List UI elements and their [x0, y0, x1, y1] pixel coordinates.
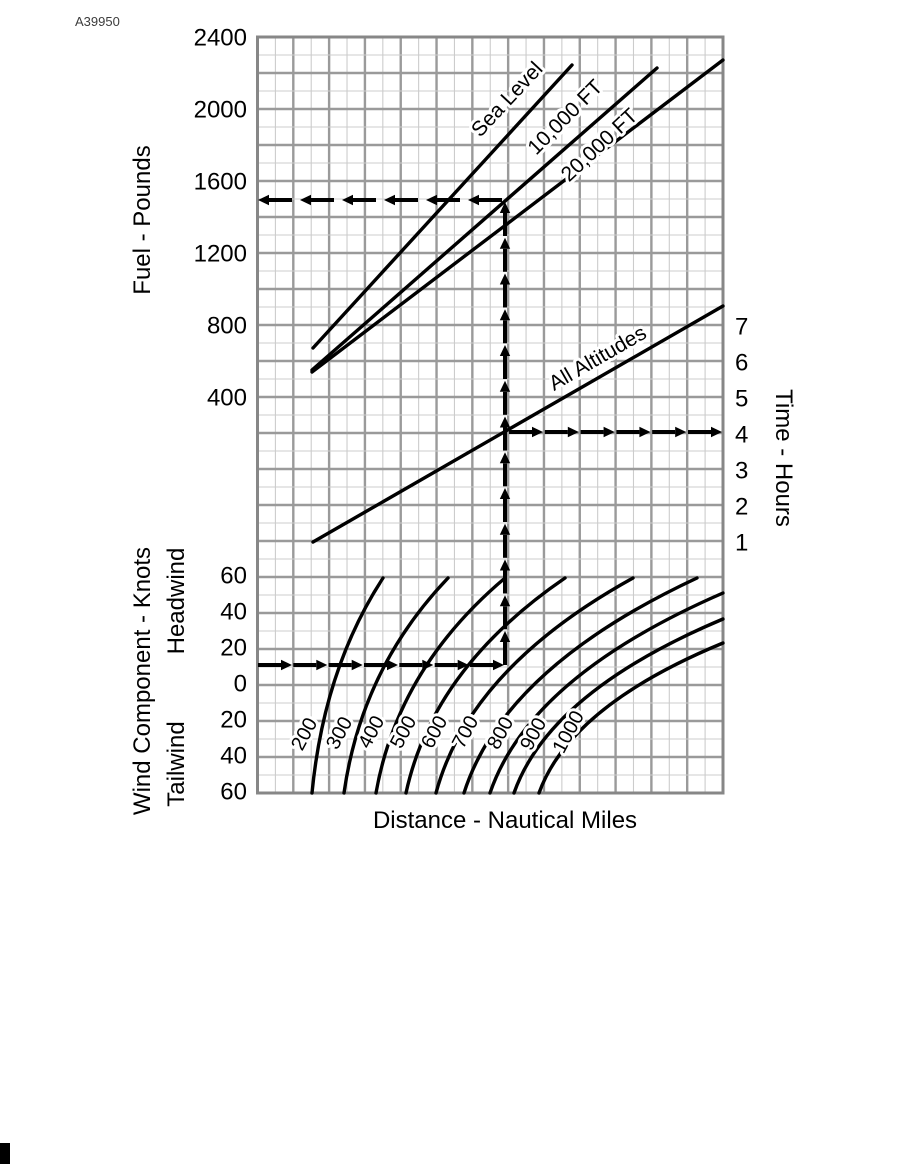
time-tick-7: 7 [735, 314, 748, 341]
distance-curve-400 [374, 576, 507, 795]
fuel-tick-1600: 1600 [194, 169, 247, 196]
distance-curve-600 [434, 576, 635, 795]
distance-curve-300 [342, 576, 450, 795]
wind-entry-arrows [258, 659, 504, 671]
arrowhead-icon [499, 452, 511, 464]
all-altitudes-line [311, 304, 725, 544]
arrowhead-icon [422, 659, 434, 671]
arrowhead-icon [711, 426, 722, 438]
arrowhead-icon [384, 194, 395, 206]
arrowhead-icon [499, 416, 511, 428]
fuel-tick-800: 800 [207, 313, 247, 340]
arrowhead-icon [457, 659, 469, 671]
arrowhead-icon [639, 426, 651, 438]
fuel-axis-title: Fuel - Pounds [129, 145, 156, 294]
distance-curve-label-1000: 1000 [549, 707, 589, 757]
headwind-tick-20: 20 [220, 635, 247, 662]
time-tick-2: 2 [735, 494, 748, 521]
distance-curve-200 [310, 576, 385, 795]
distance-curve-label-600: 600 [417, 712, 452, 752]
sea-level-line [311, 63, 574, 350]
arrowhead-icon [499, 202, 511, 213]
headwind-label: Headwind [163, 548, 190, 655]
tailwind-label: Tailwind [163, 721, 190, 806]
wind-tick-0: 0 [234, 671, 247, 698]
arrowhead-icon [603, 426, 615, 438]
example-path-arrows [258, 194, 722, 671]
chart-series [310, 58, 725, 795]
arrowhead-icon [300, 194, 311, 206]
figure-number: A39950 [75, 14, 120, 29]
fuel-readout-arrows [258, 194, 502, 206]
headwind-tick-60: 60 [220, 563, 247, 590]
arrowhead-icon [499, 523, 511, 535]
page-corner-mark [0, 1143, 10, 1164]
time-tick-4: 4 [735, 422, 748, 449]
arrowhead-icon [387, 659, 398, 671]
20-000-ft-line [310, 58, 725, 374]
arrowhead-icon [499, 237, 511, 249]
arrowhead-icon [675, 426, 687, 438]
tailwind-tick-20: 20 [220, 707, 247, 734]
time-axis-title: Time - Hours [770, 389, 797, 527]
arrowhead-icon [342, 194, 353, 206]
distance-curve-800 [488, 591, 725, 795]
fuel-tick-2000: 2000 [194, 97, 247, 124]
distance-curve-label-400: 400 [354, 712, 389, 752]
time-tick-5: 5 [735, 386, 748, 413]
arrowhead-icon [499, 345, 511, 356]
arrowhead-icon [567, 426, 579, 438]
tailwind-tick-40: 40 [220, 743, 247, 770]
fuel-tick-400: 400 [207, 385, 247, 412]
time-tick-6: 6 [735, 350, 748, 377]
distance-axis-title: Distance - Nautical Miles [373, 807, 637, 834]
arrowhead-icon [499, 309, 511, 321]
distance-curve-1000 [537, 641, 725, 795]
distance-curve-900 [512, 617, 725, 795]
arrowhead-icon [426, 194, 437, 206]
distance-vertical-arrows [499, 202, 511, 665]
arrowhead-icon [499, 595, 511, 607]
headwind-tick-40: 40 [220, 599, 247, 626]
arrowhead-icon [281, 659, 292, 671]
grid [257, 37, 723, 793]
arrowhead-icon [532, 426, 543, 438]
distance-curve-700 [462, 576, 699, 795]
wind-axis-title: Wind Component - Knots [129, 547, 156, 815]
arrowhead-icon [258, 194, 269, 206]
time-readout-arrows [509, 426, 722, 438]
arrowhead-icon [493, 659, 504, 671]
arrowhead-icon [499, 380, 511, 392]
arrowhead-icon [468, 194, 479, 206]
fuel-tick-2400: 2400 [194, 25, 247, 52]
arrowhead-icon [499, 273, 511, 285]
distance-curve-500 [404, 576, 567, 795]
arrowhead-icon [499, 559, 511, 571]
arrowhead-icon [499, 631, 511, 642]
tailwind-tick-60: 60 [220, 779, 247, 806]
arrowhead-icon [351, 659, 363, 671]
time-tick-1: 1 [735, 530, 748, 557]
10-000-ft-line [310, 66, 659, 372]
time-tick-3: 3 [735, 458, 748, 485]
distance-curve-label-500: 500 [386, 712, 421, 752]
arrowhead-icon [316, 659, 328, 671]
arrowhead-icon [499, 488, 511, 499]
fuel-tick-1200: 1200 [194, 241, 247, 268]
